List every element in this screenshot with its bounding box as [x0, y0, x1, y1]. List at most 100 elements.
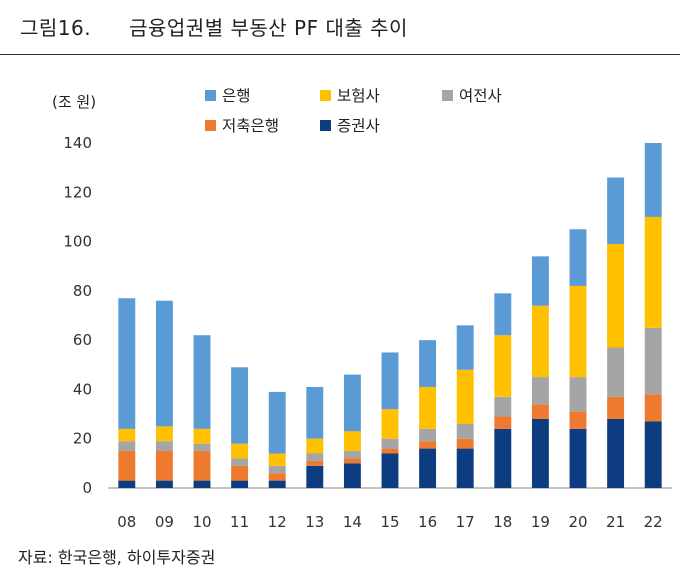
y-axis: 0 20 40 60 80 100 120 140	[63, 134, 92, 497]
bar-segment	[494, 396, 512, 417]
legend-item-securities: 증권사	[320, 114, 380, 136]
bar-segment	[644, 216, 662, 328]
legend-swatch-insurance	[320, 89, 331, 101]
bar-segment	[569, 411, 587, 429]
bar-segment	[231, 480, 249, 488]
bar-segment	[644, 421, 662, 488]
bar-segment	[268, 453, 286, 466]
legend-swatch-bank	[205, 89, 216, 101]
legend-label-insurance: 보험사	[337, 87, 380, 105]
bar-segment	[381, 409, 399, 439]
bar-segment	[607, 244, 625, 348]
bar-segment	[494, 335, 512, 397]
legend-item-savings-bank: 저축은행	[205, 114, 279, 136]
bar-segment	[231, 458, 249, 466]
x-tick-label: 19	[531, 513, 550, 531]
bar-segment	[419, 441, 437, 449]
bar-segment	[155, 441, 173, 452]
bar-segment	[456, 438, 474, 449]
x-tick-label: 08	[117, 513, 136, 531]
bar-segment	[381, 448, 399, 454]
bar-segment	[381, 453, 399, 488]
bar-segment	[494, 416, 512, 429]
bar-segment	[343, 451, 361, 459]
bar-segment	[268, 480, 286, 488]
legend-item-bank: 은행	[205, 84, 251, 106]
bar-segment	[155, 300, 173, 427]
bar-segment	[231, 367, 249, 444]
x-tick-label: 21	[606, 513, 625, 531]
bar-segment	[644, 143, 662, 217]
bars	[118, 143, 662, 488]
bar-segment	[231, 465, 249, 481]
bar-segment	[306, 465, 324, 488]
bar-segment	[155, 451, 173, 481]
x-tick-label: 22	[644, 513, 663, 531]
bar-segment	[306, 386, 324, 439]
bar-segment	[343, 431, 361, 452]
bar-segment	[456, 423, 474, 439]
bar-segment	[155, 480, 173, 488]
bar-segment	[306, 460, 324, 466]
bar-segment	[419, 448, 437, 488]
bar-segment	[306, 453, 324, 461]
bar-segment	[419, 340, 437, 387]
bar-segment	[193, 443, 211, 452]
bar-segment	[306, 438, 324, 454]
x-tick-label: 18	[493, 513, 512, 531]
bar-segment	[569, 229, 587, 286]
y-tick-label: 0	[82, 479, 92, 497]
title-divider	[0, 54, 680, 55]
x-tick-label: 20	[568, 513, 587, 531]
bar-segment	[268, 473, 286, 481]
x-tick-label: 10	[192, 513, 211, 531]
y-tick-label: 60	[73, 331, 92, 349]
bar-segment	[343, 463, 361, 488]
x-tick-label: 09	[155, 513, 174, 531]
bar-segment	[419, 428, 437, 442]
legend-label-savings-bank: 저축은행	[222, 117, 280, 135]
x-tick-label: 17	[456, 513, 475, 531]
y-tick-label: 20	[73, 430, 92, 448]
figure-title: 그림16. 금융업권별 부동산 PF 대출 추이	[20, 12, 408, 41]
y-tick-label: 140	[63, 134, 92, 152]
bar-segment	[531, 419, 549, 488]
figure-number: 그림16.	[20, 16, 92, 40]
legend-label-bank: 은행	[222, 87, 251, 105]
bar-segment	[193, 451, 211, 481]
bar-segment	[494, 293, 512, 336]
source-note: 자료: 한국은행, 하이투자증권	[18, 548, 216, 567]
bar-segment	[569, 428, 587, 488]
bar-segment	[456, 369, 474, 424]
y-tick-label: 40	[73, 380, 92, 398]
bar-segment	[343, 374, 361, 432]
bar-segment	[569, 377, 587, 412]
bar-segment	[531, 256, 549, 306]
bar-segment	[419, 386, 437, 429]
bar-segment	[118, 480, 136, 488]
y-tick-label: 100	[63, 233, 92, 251]
bar-segment	[607, 177, 625, 245]
y-tick-label: 80	[73, 282, 92, 300]
bar-segment	[193, 428, 211, 444]
bar-segment	[231, 443, 249, 459]
bar-segment	[118, 428, 136, 442]
bar-segment	[193, 480, 211, 488]
x-axis: 08 09 10 11 12 13 14 15 16 17 18 19 20 21 22	[117, 513, 662, 531]
legend-item-credit-finance: 여전사	[442, 84, 502, 106]
bar-segment	[644, 327, 662, 395]
x-tick-label: 12	[268, 513, 287, 531]
bar-segment	[118, 451, 136, 481]
legend-label-securities: 증권사	[337, 117, 380, 135]
bar-segment	[268, 391, 286, 454]
bar-segment	[193, 335, 211, 429]
bar-segment	[607, 419, 625, 488]
bar-segment	[456, 448, 474, 488]
bar-segment	[644, 394, 662, 422]
legend-label-credit-finance: 여전사	[459, 87, 502, 105]
bar-segment	[569, 285, 587, 378]
x-tick-label: 15	[380, 513, 399, 531]
bar-segment	[607, 347, 625, 397]
bar-segment	[494, 428, 512, 488]
